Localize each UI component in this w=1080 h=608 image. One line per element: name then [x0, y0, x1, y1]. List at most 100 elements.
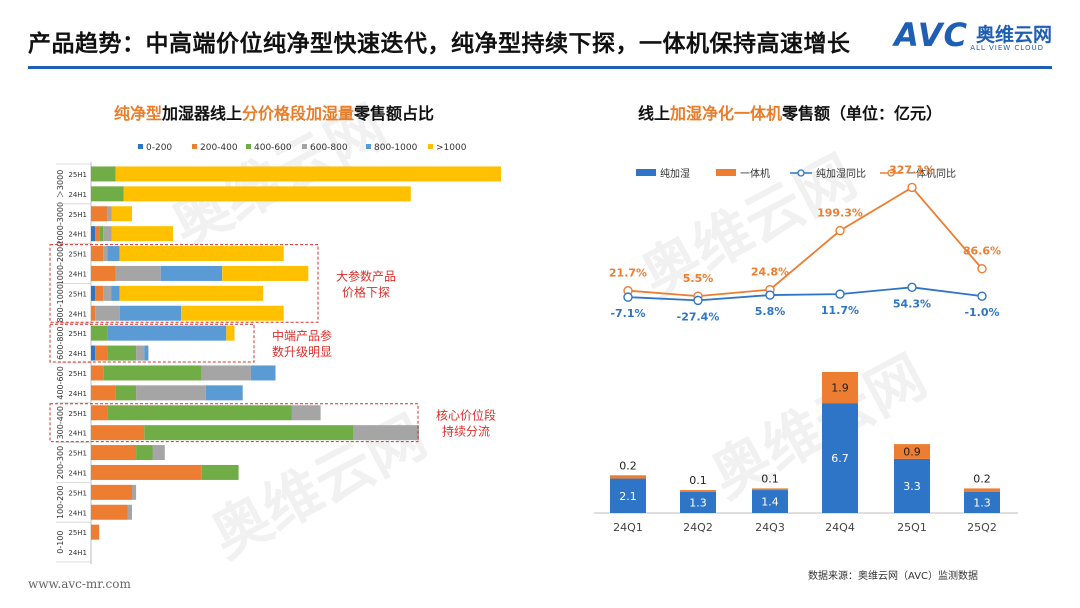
row-label: 25H1 — [68, 410, 87, 418]
legend-label: 600-800 — [310, 143, 348, 153]
bar-segment — [95, 305, 120, 321]
tick-label: 25Q2 — [967, 521, 997, 534]
bar-segment — [99, 226, 104, 242]
data-label: 86.6% — [963, 245, 1001, 258]
bar-segment — [119, 285, 264, 301]
bar-segment — [91, 405, 108, 421]
bar-segment — [291, 405, 321, 421]
row-label: 25H1 — [68, 211, 87, 219]
bar — [680, 490, 716, 492]
legend-swatch — [428, 144, 433, 149]
row-label: 25H1 — [68, 290, 87, 298]
data-label: 0.9 — [903, 446, 921, 459]
annotation-box — [49, 403, 419, 443]
row-label: 24H1 — [68, 310, 87, 318]
line-marker — [623, 292, 633, 302]
bar-segment — [91, 464, 202, 480]
category-label: 400-600 — [56, 366, 65, 399]
legend-swatch — [302, 144, 307, 149]
bar-segment — [91, 285, 96, 301]
bar-segment — [201, 365, 251, 381]
bar-segment — [95, 285, 104, 301]
bar-segment — [107, 246, 120, 262]
data-label: 1.9 — [831, 382, 849, 395]
data-label: 0.2 — [973, 472, 991, 485]
annotation-text: 持续分流 — [442, 424, 490, 439]
left-stacked-bar-chart: 0-200 200-400 400-600 600-800 800-1000 >1000 ＞… — [49, 143, 501, 564]
bar — [894, 444, 930, 459]
row-label: 24H1 — [68, 231, 87, 239]
bar-segment — [91, 365, 104, 381]
bar-segment — [123, 186, 411, 202]
bar-segment — [111, 206, 132, 222]
tick-label: 24Q4 — [825, 521, 855, 534]
data-label: 5.8% — [755, 305, 786, 318]
legend-swatch — [366, 144, 371, 149]
legend-label: 纯加湿 — [660, 167, 690, 180]
bar-segment — [107, 345, 137, 361]
tick-label: 25Q1 — [897, 521, 927, 534]
bar-segment — [91, 345, 96, 361]
bar — [964, 491, 1000, 513]
category-label: 100-200 — [56, 486, 65, 519]
bar — [752, 488, 788, 491]
bar-segment — [222, 265, 309, 281]
right-title-part: 加湿净化一体机 — [670, 104, 783, 123]
bar-segment — [136, 385, 206, 401]
data-label: 1.3 — [689, 496, 707, 509]
annotation-box — [49, 323, 255, 363]
category-label: 1000-2000 — [56, 242, 65, 286]
left-title-part: 加湿器线上 — [162, 104, 243, 123]
right-chart-title: 线上加湿净化一体机零售额（单位：亿元） — [638, 100, 942, 124]
legend-swatch — [716, 169, 736, 176]
category-label: 300-400 — [56, 406, 65, 439]
data-label: 0.1 — [761, 472, 779, 485]
row-label: 24H1 — [68, 469, 87, 477]
legend-swatch — [246, 144, 251, 149]
bar-segment — [136, 345, 145, 361]
row-label: 25H1 — [68, 251, 87, 259]
row-label: 24H1 — [68, 191, 87, 199]
line-marker — [977, 264, 987, 274]
bar — [822, 403, 858, 513]
bar-segment — [95, 345, 108, 361]
data-label: 0.2 — [619, 459, 637, 472]
bar-segment — [111, 226, 173, 242]
bar-segment — [115, 385, 137, 401]
data-label: 0.1 — [689, 474, 707, 487]
legend-label: 800-1000 — [374, 143, 418, 153]
annotation-text: 中端产品参 — [272, 328, 332, 343]
bar-segment — [353, 425, 419, 441]
annotation-text: 价格下探 — [342, 284, 390, 299]
bar-segment — [107, 206, 112, 222]
legend-swatch — [138, 144, 143, 149]
bar-segment — [205, 385, 243, 401]
data-label: -27.4% — [677, 310, 720, 323]
data-label: -7.1% — [610, 307, 645, 320]
legend-label: 一体机同比 — [906, 167, 956, 180]
legend-label: 0-200 — [146, 143, 172, 153]
bar-segment — [91, 265, 116, 281]
line-marker — [835, 289, 845, 299]
left-title-part: 分价格段加湿量 — [242, 104, 355, 123]
line-integrated-yoy — [627, 186, 983, 298]
bar-segment — [91, 166, 116, 182]
annotation-text: 大参数产品 — [336, 268, 396, 283]
bar-segment — [144, 345, 149, 361]
data-label: 1.4 — [761, 496, 779, 509]
data-label: 3.3 — [903, 480, 921, 493]
left-chart-title: 纯净型加湿器线上分价格段加湿量零售额占比 — [114, 100, 434, 124]
bar-segment — [91, 425, 145, 441]
bar-segment — [91, 325, 108, 341]
tick-label: 24Q3 — [755, 521, 785, 534]
page-title: 产品趋势：中高端价位纯净型快速迭代，纯净型持续下探，一体机保持高速增长 — [28, 31, 851, 57]
category-label: 200-300 — [56, 446, 65, 479]
row-label: 24H1 — [68, 390, 87, 398]
right-title-part: 线上 — [638, 104, 671, 123]
category-label: 0-100 — [56, 530, 65, 553]
line-marker — [977, 291, 987, 301]
bar-segment — [127, 504, 132, 520]
brand-logo-subtext: ALL VIEW CLOUD — [970, 44, 1044, 52]
line-marker — [765, 290, 775, 300]
